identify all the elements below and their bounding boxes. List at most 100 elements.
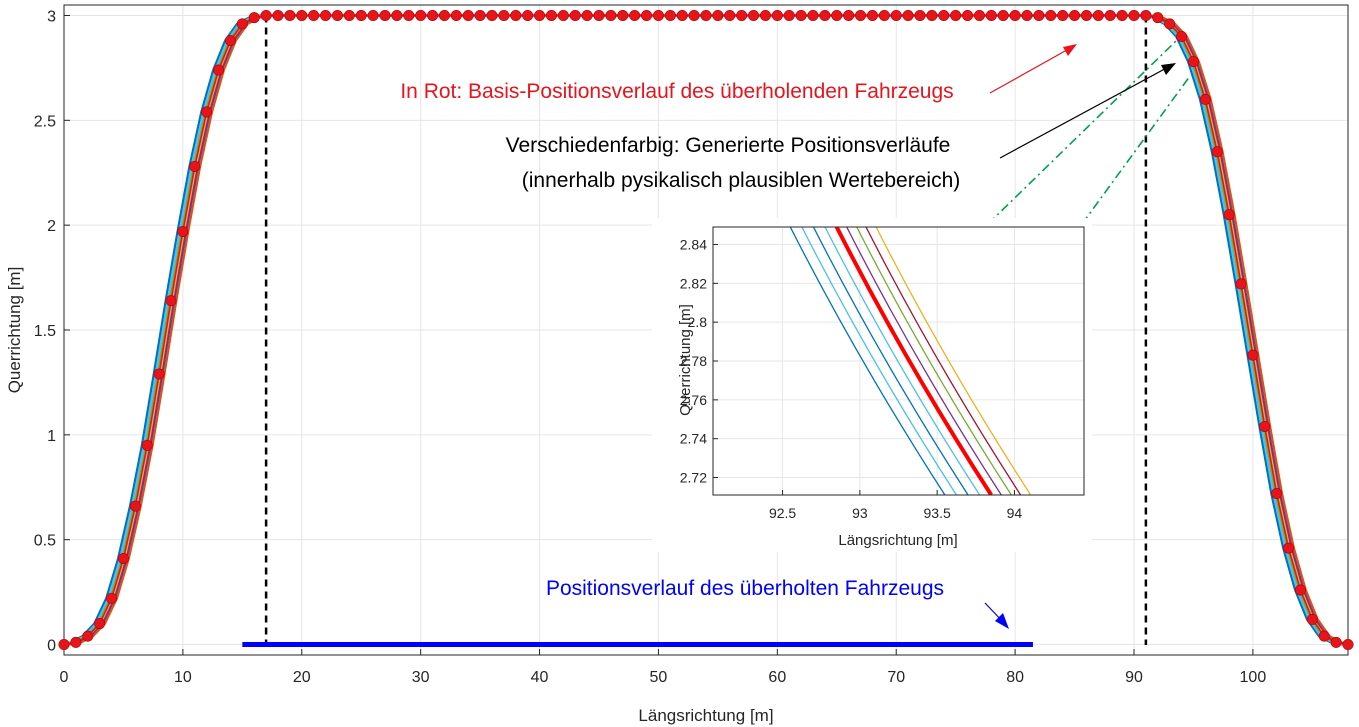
- base-trajectory-point: [1318, 630, 1330, 642]
- base-trajectory-point: [510, 9, 522, 21]
- main-plot-box: [63, 4, 1349, 656]
- inset-y-tick-label: 2.78: [680, 353, 707, 369]
- base-trajectory-point: [795, 9, 807, 21]
- base-trajectory-point: [938, 9, 950, 21]
- base-trajectory-point: [1235, 278, 1247, 290]
- base-trajectory-point: [117, 553, 129, 565]
- inset-x-axis-label: Längsrichtung [m]: [838, 532, 957, 549]
- base-trajectory-point: [1104, 9, 1116, 21]
- base-trajectory-point: [106, 592, 118, 604]
- base-trajectory-point: [831, 9, 843, 21]
- x-tick-label: 30: [412, 669, 430, 686]
- base-trajectory-point: [82, 630, 94, 642]
- annotation-black-1: Verschiedenfarbig: Generierte Positionsv…: [506, 134, 951, 157]
- base-trajectory-point: [165, 295, 177, 307]
- inset-generated-curve: [846, 227, 1002, 495]
- base-trajectory-point: [1283, 542, 1295, 554]
- base-trajectory-point: [1306, 613, 1318, 625]
- base-trajectory-point: [379, 9, 391, 21]
- base-trajectory-point: [855, 9, 867, 21]
- base-trajectory-point: [177, 225, 189, 237]
- y-tick-label: 2.5: [34, 113, 56, 130]
- annotation-black-2: (innerhalb pysikalisch plausiblen Werteb…: [522, 169, 961, 192]
- base-trajectory-point: [308, 9, 320, 21]
- inset-base-curve: [834, 227, 993, 495]
- annotation-black-arrow: [999, 64, 1173, 159]
- base-trajectory-point: [1116, 9, 1128, 21]
- base-trajectory-point: [1057, 9, 1069, 21]
- base-trajectory-point: [807, 9, 819, 21]
- x-tick-label: 90: [1125, 669, 1143, 686]
- x-tick-label: 40: [531, 669, 549, 686]
- base-trajectory-point: [331, 9, 343, 21]
- y-tick-label: 1: [47, 428, 56, 445]
- inset-generated-curve: [789, 227, 946, 495]
- base-trajectory-point: [189, 160, 201, 172]
- x-tick-label: 80: [1006, 669, 1024, 686]
- inset-y-tick-label: 2.84: [680, 236, 707, 252]
- base-trajectory-point: [569, 9, 581, 21]
- base-trajectory-point: [1021, 9, 1033, 21]
- base-trajectory-point: [1330, 636, 1342, 648]
- inset-y-tick-label: 2.72: [680, 470, 707, 486]
- base-trajectory-point: [534, 9, 546, 21]
- base-trajectory-point: [843, 9, 855, 21]
- base-trajectory-point: [1211, 146, 1223, 158]
- base-trajectory-point: [522, 9, 534, 21]
- annotation-red-arrowhead: [1063, 44, 1077, 56]
- x-tick-label: 10: [174, 669, 192, 686]
- base-trajectory-point: [462, 9, 474, 21]
- base-trajectory-point: [153, 368, 165, 380]
- base-trajectory-point: [1128, 9, 1140, 21]
- base-trajectory-point: [1092, 9, 1104, 21]
- inset-plot-box: [712, 226, 1085, 496]
- base-trajectory-point: [593, 9, 605, 21]
- base-trajectory-point: [141, 439, 153, 451]
- annotation-blue-arrowhead: [995, 613, 1009, 629]
- base-trajectory-point: [605, 9, 617, 21]
- inset-generated-curve: [824, 227, 981, 495]
- base-trajectory-point: [652, 9, 664, 21]
- base-trajectory-point: [629, 9, 641, 21]
- inset-series: [789, 227, 1032, 495]
- base-trajectory-point: [343, 9, 355, 21]
- base-trajectory-point: [724, 9, 736, 21]
- y-tick-label: 1.5: [34, 323, 56, 340]
- inset-x-tick-label: 93: [852, 505, 868, 521]
- base-trajectory-point: [962, 9, 974, 21]
- base-trajectory-point: [676, 9, 688, 21]
- base-trajectory-point: [866, 9, 878, 21]
- main-series: [58, 9, 1354, 651]
- base-trajectory-point: [759, 9, 771, 21]
- base-trajectory-point: [284, 9, 296, 21]
- base-trajectory-point: [486, 9, 498, 21]
- base-trajectory-point: [1069, 9, 1081, 21]
- inset-grid: [713, 227, 1084, 495]
- base-trajectory-point: [902, 9, 914, 21]
- inset-x-tick-label: 93.5: [924, 505, 951, 521]
- base-trajectory-point: [926, 9, 938, 21]
- x-tick-label: 50: [650, 669, 668, 686]
- base-trajectory-point: [890, 9, 902, 21]
- inset-y-tick-label: 2.76: [680, 392, 707, 408]
- base-trajectory-point: [748, 9, 760, 21]
- inset-generated-curve: [801, 227, 958, 495]
- base-trajectory-point: [985, 9, 997, 21]
- base-trajectory-point: [641, 9, 653, 21]
- annotation-blue: Positionsverlauf des überholten Fahrzeug…: [546, 577, 944, 600]
- base-trajectory-point: [771, 9, 783, 21]
- base-trajectory-point: [736, 9, 748, 21]
- base-trajectory-point: [129, 500, 141, 512]
- base-trajectory-point: [224, 35, 236, 47]
- base-trajectory-point: [1009, 9, 1021, 21]
- base-trajectory-point: [878, 9, 890, 21]
- base-trajectory-point: [914, 9, 926, 21]
- base-trajectory-point: [997, 9, 1009, 21]
- base-trajectory-point: [581, 9, 593, 21]
- inset-y-axis-label: Querrichtung [m]: [677, 304, 694, 416]
- annotation-black-arrowhead: [1161, 63, 1176, 75]
- inset-generated-curve: [865, 227, 1022, 495]
- x-tick-label: 100: [1240, 669, 1267, 686]
- inset-y-tick-label: 2.82: [680, 275, 707, 291]
